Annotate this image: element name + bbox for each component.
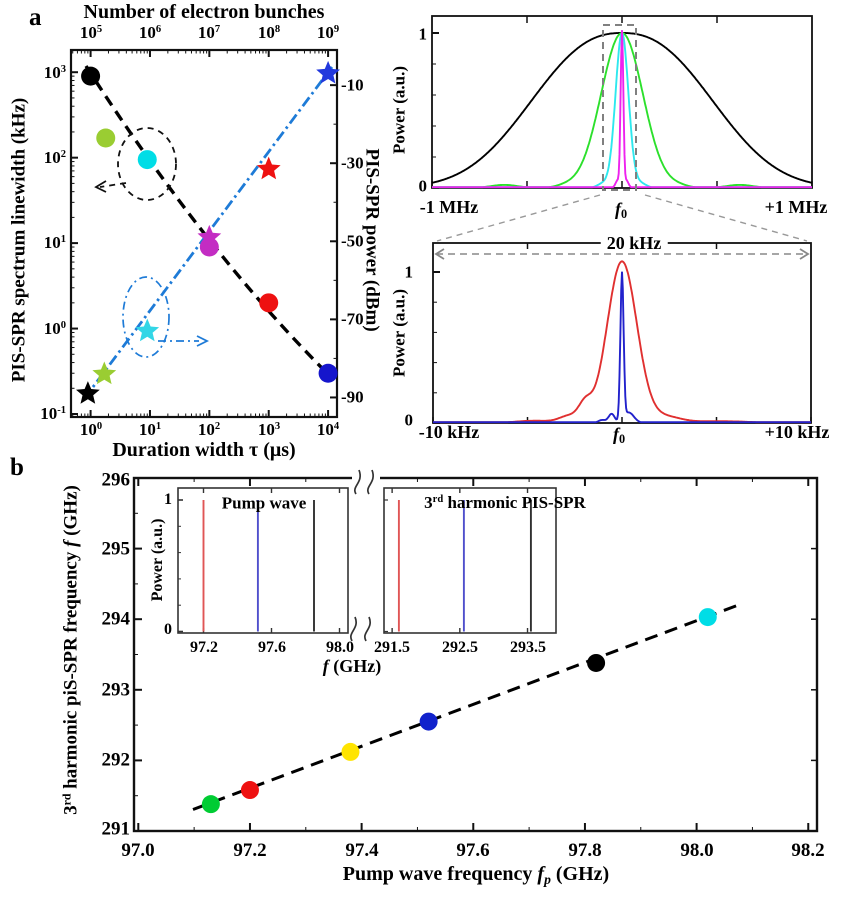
figure-canvas [69, 15, 819, 833]
figure-page: { "figure": { "panel_a_label": "a", "pan… [8, 2, 830, 887]
